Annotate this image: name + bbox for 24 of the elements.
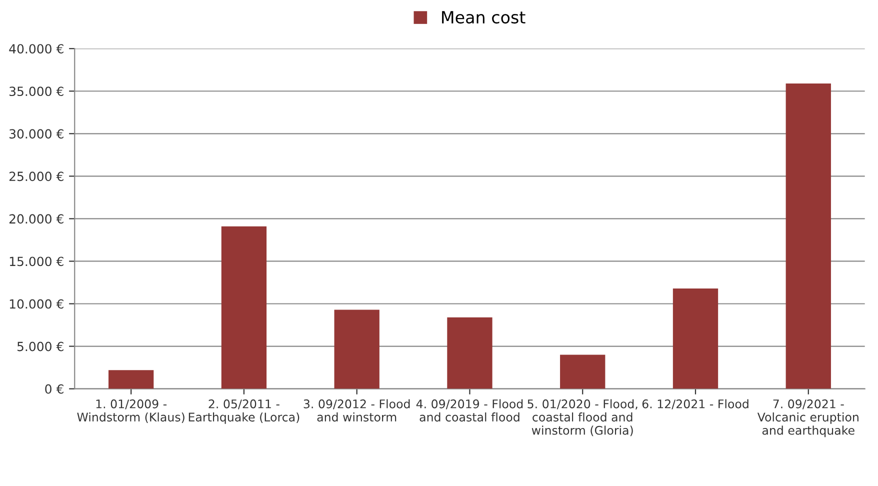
y-tick-label: 40.000 € (9, 44, 64, 54)
y-tick-label: 0 € (45, 384, 64, 394)
x-tick-label: 4. 09/2019 - Flood and coastal flood (416, 399, 523, 422)
y-tick-label: 35.000 € (10, 86, 64, 96)
bar (447, 317, 492, 389)
bar (221, 226, 267, 389)
y-tick-label: 5.000 € (17, 342, 64, 352)
x-tick-label: 1. 01/2009 - Windstorm (Klaus) (77, 399, 184, 423)
y-tick-label: 25.000 € (9, 172, 64, 182)
y-tick-label: 15.000 € (10, 256, 64, 266)
legend-label: Mean cost (442, 11, 526, 24)
x-tick-label: 2. 05/2011 - Earthquake (Lorca) (188, 399, 300, 424)
y-tick-label: 20.000 € (9, 214, 64, 224)
bar (786, 83, 831, 389)
y-tick-label: 10.000 € (10, 299, 64, 309)
x-tick-label: 6. 12/2021 - Flood (642, 399, 748, 410)
x-tick-label: 3. 09/2012 - Flood and winstorm (304, 399, 410, 422)
y-tick-label: 30.000 € (10, 129, 64, 139)
bar (672, 288, 718, 389)
x-tick-label: 7. 09/2021 - Volcanic eruption and earthquake (757, 399, 858, 438)
bar (560, 354, 606, 389)
bar (108, 370, 154, 389)
x-tick-label: 5. 01/2020 - Flood, coastal flood and winstorm (Gloria) (528, 399, 638, 436)
bar (334, 310, 380, 389)
